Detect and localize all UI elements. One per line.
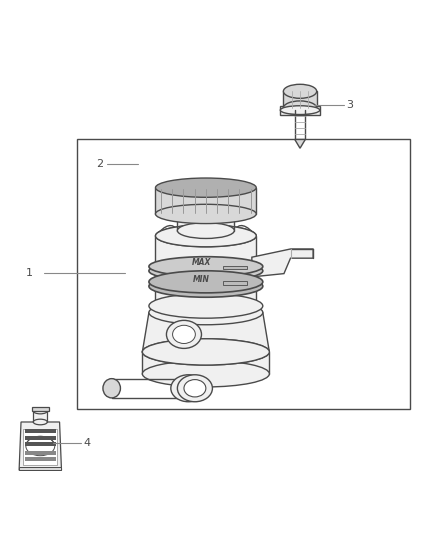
- Ellipse shape: [149, 275, 263, 297]
- Ellipse shape: [155, 178, 256, 197]
- Text: 3: 3: [346, 100, 353, 110]
- Ellipse shape: [177, 206, 234, 222]
- Bar: [32, 407, 49, 411]
- Text: 1: 1: [26, 268, 33, 278]
- Text: MAX: MAX: [192, 259, 211, 268]
- Bar: [149, 282, 263, 288]
- Bar: [223, 281, 247, 285]
- Bar: [223, 265, 247, 269]
- Ellipse shape: [33, 408, 47, 414]
- Ellipse shape: [283, 101, 317, 115]
- Polygon shape: [155, 231, 256, 236]
- Bar: [25, 435, 56, 440]
- Bar: [25, 451, 56, 455]
- Ellipse shape: [155, 225, 256, 247]
- Bar: [25, 457, 56, 462]
- Bar: [149, 266, 263, 273]
- Ellipse shape: [184, 379, 206, 397]
- Bar: [19, 467, 61, 470]
- Ellipse shape: [171, 375, 206, 402]
- Ellipse shape: [280, 106, 320, 115]
- Ellipse shape: [149, 261, 263, 281]
- Bar: [283, 91, 317, 108]
- Ellipse shape: [155, 204, 256, 223]
- Ellipse shape: [149, 257, 263, 276]
- Ellipse shape: [177, 375, 212, 402]
- FancyBboxPatch shape: [155, 236, 256, 306]
- Text: 2: 2: [96, 159, 103, 168]
- Ellipse shape: [103, 378, 120, 398]
- Ellipse shape: [166, 320, 201, 349]
- Text: 4: 4: [83, 438, 90, 448]
- Ellipse shape: [142, 361, 269, 387]
- Bar: [25, 429, 56, 433]
- Ellipse shape: [149, 294, 263, 318]
- Ellipse shape: [142, 339, 269, 365]
- Ellipse shape: [149, 271, 263, 293]
- Ellipse shape: [283, 84, 317, 98]
- Bar: [155, 188, 256, 214]
- Bar: [25, 442, 56, 446]
- Ellipse shape: [149, 300, 263, 325]
- Bar: [280, 106, 320, 115]
- Ellipse shape: [155, 225, 256, 247]
- FancyBboxPatch shape: [33, 411, 47, 422]
- Polygon shape: [19, 422, 61, 470]
- Polygon shape: [252, 249, 313, 277]
- Bar: [23, 429, 57, 465]
- Text: MIN: MIN: [193, 274, 210, 284]
- Polygon shape: [295, 140, 305, 148]
- Ellipse shape: [142, 339, 269, 365]
- Polygon shape: [142, 312, 269, 352]
- Bar: [77, 140, 410, 409]
- Ellipse shape: [155, 295, 256, 317]
- FancyBboxPatch shape: [142, 352, 269, 374]
- Ellipse shape: [177, 223, 234, 238]
- Ellipse shape: [173, 325, 195, 343]
- Ellipse shape: [33, 419, 47, 425]
- FancyBboxPatch shape: [177, 214, 234, 231]
